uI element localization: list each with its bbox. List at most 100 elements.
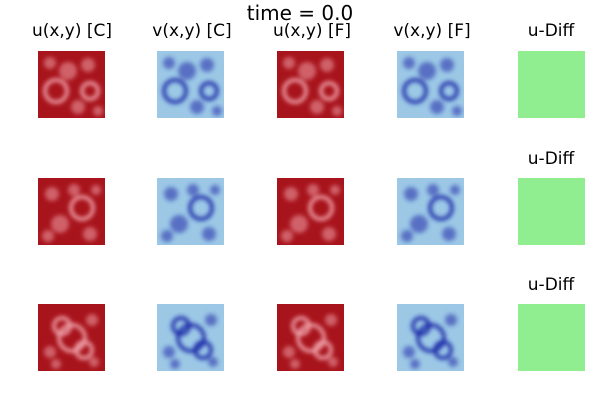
field-blob-3 [80, 81, 100, 101]
field-blob-4 [86, 314, 98, 326]
field-blob-4 [202, 227, 216, 241]
field-blob-2 [404, 187, 418, 201]
field-blob-1 [298, 62, 316, 80]
heatmap-u-fine-row2 [277, 178, 344, 245]
field-blob-4 [442, 227, 456, 241]
field-blob-4 [322, 227, 336, 241]
field-pattern [277, 51, 344, 118]
figure-title: time = 0.0 [246, 1, 354, 25]
field-blob-0 [282, 78, 308, 104]
heatmap-u-coarse-row1 [38, 51, 105, 118]
heatmap-v-coarse-row1 [157, 51, 224, 118]
field-blob-1 [291, 316, 311, 336]
field-blob-1 [418, 62, 436, 80]
heatmap-u-diff-row3 [518, 304, 585, 371]
field-blob-5 [430, 100, 444, 114]
field-blob-3 [319, 81, 339, 101]
field-blob-1 [59, 62, 77, 80]
field-blob-2 [74, 340, 94, 360]
col-title-u-coarse: u(x,y) [C] [31, 21, 113, 41]
heatmap-u-coarse-row2 [38, 178, 105, 245]
heatmap-u-fine-row3 [277, 304, 344, 371]
col-title-v-coarse: v(x,y) [C] [152, 21, 232, 41]
field-blob-5 [170, 359, 180, 369]
field-blob-6 [208, 357, 218, 367]
field-blob-1 [51, 215, 69, 233]
field-blob-2 [313, 340, 333, 360]
field-blob-4 [283, 57, 295, 69]
field-pattern [157, 178, 224, 245]
field-blob-1 [411, 316, 431, 336]
field-blob-5 [190, 100, 204, 114]
field-pattern [38, 304, 105, 371]
field-blob-0 [416, 323, 446, 353]
field-blob-3 [403, 346, 415, 358]
field-blob-3 [187, 184, 199, 196]
field-blob-5 [71, 100, 85, 114]
field-blob-0 [296, 323, 326, 353]
field-blob-0 [57, 323, 87, 353]
field-blob-1 [171, 316, 191, 336]
field-blob-6 [330, 185, 340, 195]
field-blob-0 [428, 195, 454, 221]
field-blob-4 [44, 57, 56, 69]
field-blob-1 [410, 215, 428, 233]
field-blob-4 [325, 314, 337, 326]
heatmap-v-fine-row2 [397, 178, 464, 245]
heatmap-u-coarse-row3 [38, 304, 105, 371]
field-blob-2 [81, 58, 95, 72]
field-blob-6 [452, 106, 462, 116]
field-blob-5 [310, 100, 324, 114]
field-pattern [397, 51, 464, 118]
heatmap-u-fine-row1 [277, 51, 344, 118]
field-blob-5 [401, 230, 413, 242]
col-title-u-fine: u(x,y) [F] [272, 21, 351, 41]
field-blob-2 [320, 58, 334, 72]
field-blob-2 [164, 187, 178, 201]
heatmap-v-fine-row1 [397, 51, 464, 118]
field-blob-6 [212, 106, 222, 116]
field-blob-2 [193, 340, 213, 360]
field-blob-0 [43, 78, 69, 104]
field-blob-0 [308, 195, 334, 221]
field-blob-2 [45, 187, 59, 201]
field-blob-6 [332, 106, 342, 116]
field-blob-4 [205, 314, 217, 326]
field-blob-3 [439, 81, 459, 101]
field-blob-6 [93, 106, 103, 116]
field-pattern [38, 51, 105, 118]
field-blob-0 [162, 78, 188, 104]
field-blob-2 [433, 340, 453, 360]
field-blob-5 [42, 230, 54, 242]
field-blob-1 [290, 215, 308, 233]
field-blob-0 [188, 195, 214, 221]
field-blob-6 [89, 357, 99, 367]
heatmap-u-diff-row2 [518, 178, 585, 245]
field-blob-1 [52, 316, 72, 336]
heatmap-v-coarse-row3 [157, 304, 224, 371]
field-blob-4 [83, 227, 97, 241]
field-blob-3 [427, 184, 439, 196]
field-blob-5 [290, 359, 300, 369]
field-pattern [157, 51, 224, 118]
field-blob-1 [178, 62, 196, 80]
field-pattern [38, 178, 105, 245]
field-blob-3 [283, 346, 295, 358]
heatmap-v-coarse-row2 [157, 178, 224, 245]
field-blob-6 [448, 357, 458, 367]
field-blob-6 [91, 185, 101, 195]
field-blob-0 [69, 195, 95, 221]
field-blob-6 [328, 357, 338, 367]
field-blob-1 [170, 215, 188, 233]
field-blob-0 [176, 323, 206, 353]
field-blob-3 [44, 346, 56, 358]
field-blob-3 [307, 184, 319, 196]
field-blob-2 [200, 58, 214, 72]
field-blob-5 [51, 359, 61, 369]
field-blob-3 [163, 346, 175, 358]
field-pattern [157, 304, 224, 371]
heatmap-u-diff-row1 [518, 51, 585, 118]
row2-title-u-diff: u-Diff [527, 149, 575, 169]
field-blob-6 [450, 185, 460, 195]
field-pattern [397, 178, 464, 245]
